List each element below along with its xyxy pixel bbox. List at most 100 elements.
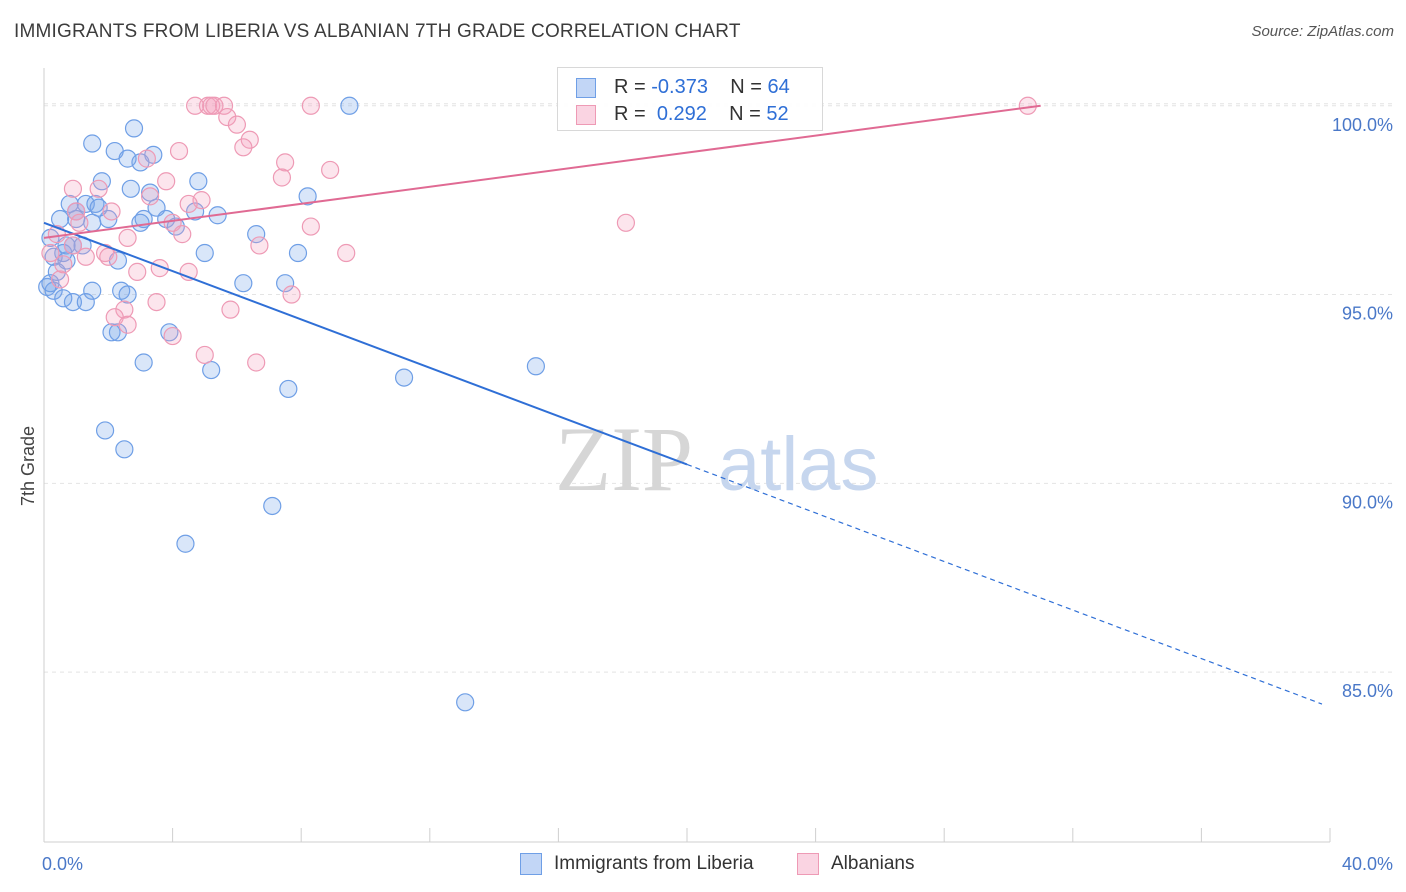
watermark: ZIP atlas <box>555 408 879 510</box>
data-point <box>234 274 253 293</box>
data-point <box>134 353 153 372</box>
data-point <box>157 172 176 191</box>
data-point <box>169 141 189 161</box>
data-point <box>121 179 140 198</box>
x-tick-label: 40.0% <box>1342 854 1393 874</box>
data-point <box>118 285 137 304</box>
data-point <box>89 179 108 198</box>
data-point <box>118 315 137 334</box>
data-point <box>76 247 95 266</box>
trend-lines <box>43 104 1323 705</box>
data-point <box>195 243 214 263</box>
data-point <box>240 130 259 149</box>
trend-line-albanians <box>43 104 1041 239</box>
data-point <box>124 119 144 138</box>
data-point <box>163 326 182 346</box>
legend-swatch-pink <box>576 105 596 125</box>
data-point <box>131 213 150 232</box>
trend-line-liberia-extrapolated <box>686 463 1323 705</box>
axes <box>43 68 1331 843</box>
x-tick-label: 0.0% <box>42 854 83 874</box>
trend-line-liberia <box>43 221 688 466</box>
data-point <box>54 289 73 308</box>
r-value: 0.292 <box>656 103 707 125</box>
data-point <box>263 496 282 516</box>
legend-swatch-blue <box>576 78 596 98</box>
data-point <box>128 262 147 281</box>
data-point <box>221 300 240 319</box>
data-point <box>272 168 292 187</box>
data-point <box>41 274 60 293</box>
series-liberia-points <box>38 96 545 712</box>
data-point <box>176 534 195 553</box>
data-point <box>340 96 359 115</box>
data-point <box>279 379 298 399</box>
data-point <box>147 292 166 312</box>
data-point <box>50 270 70 289</box>
data-point <box>186 202 205 221</box>
data-point <box>95 421 115 440</box>
r-value: -0.373 <box>651 76 708 98</box>
data-point <box>616 213 636 232</box>
data-point <box>76 292 95 312</box>
y-axis-label: 7th Grade <box>18 426 38 506</box>
series-albanians-points <box>41 96 1037 372</box>
legend-text: R = 0.292 N = 52 <box>614 103 789 125</box>
data-point <box>456 693 475 712</box>
data-point <box>67 202 86 221</box>
data-point <box>140 187 160 206</box>
data-point <box>60 194 79 214</box>
data-point <box>63 179 83 198</box>
data-point <box>115 440 134 459</box>
data-point <box>137 149 156 168</box>
legend-text: R = -0.373 N = 64 <box>614 76 790 98</box>
data-point <box>118 228 137 248</box>
data-point <box>321 160 340 180</box>
data-point <box>108 323 128 342</box>
data-point <box>102 202 121 221</box>
data-point <box>195 345 214 365</box>
chart-title: IMMIGRANTS FROM LIBERIA VS ALBANIAN 7TH … <box>14 21 741 42</box>
data-point <box>227 115 246 134</box>
data-point <box>276 153 295 172</box>
data-point <box>276 274 295 293</box>
data-point <box>99 247 118 266</box>
y-tick-label: 90.0% <box>1342 492 1393 512</box>
data-point <box>41 243 60 263</box>
data-point <box>301 217 320 236</box>
n-value: 52 <box>766 103 789 125</box>
data-point <box>83 134 102 153</box>
data-point <box>63 236 83 255</box>
data-point <box>337 243 356 263</box>
data-point <box>282 285 301 304</box>
watermark-atlas: atlas <box>718 422 879 507</box>
data-point <box>70 213 89 232</box>
data-point <box>189 172 208 191</box>
data-point <box>298 187 317 206</box>
y-tick-label: 85.0% <box>1342 681 1393 701</box>
data-point <box>83 281 102 300</box>
data-point <box>54 255 73 274</box>
stats-legend: R = -0.373 N = 64 R = 0.292 N = 52 <box>557 67 823 131</box>
data-point <box>202 360 221 380</box>
n-value: 64 <box>767 76 790 98</box>
bottom-legend: Immigrants from Liberia Albanians <box>0 852 1406 878</box>
legend-swatch-pink <box>797 853 819 875</box>
data-point <box>247 225 266 244</box>
data-point <box>234 138 253 157</box>
data-point <box>50 209 70 229</box>
data-point <box>214 96 234 115</box>
data-point <box>218 107 237 127</box>
data-point <box>186 96 205 115</box>
source-label: Source: ZipAtlas.com <box>1251 23 1394 40</box>
data-point <box>102 323 121 342</box>
data-point <box>247 353 266 372</box>
data-point <box>394 368 414 387</box>
data-point <box>63 292 83 312</box>
y-tick-label: 95.0% <box>1342 304 1393 324</box>
data-point <box>115 300 134 319</box>
data-point <box>526 357 545 376</box>
data-point <box>301 96 320 115</box>
grid-lines <box>44 103 1392 673</box>
